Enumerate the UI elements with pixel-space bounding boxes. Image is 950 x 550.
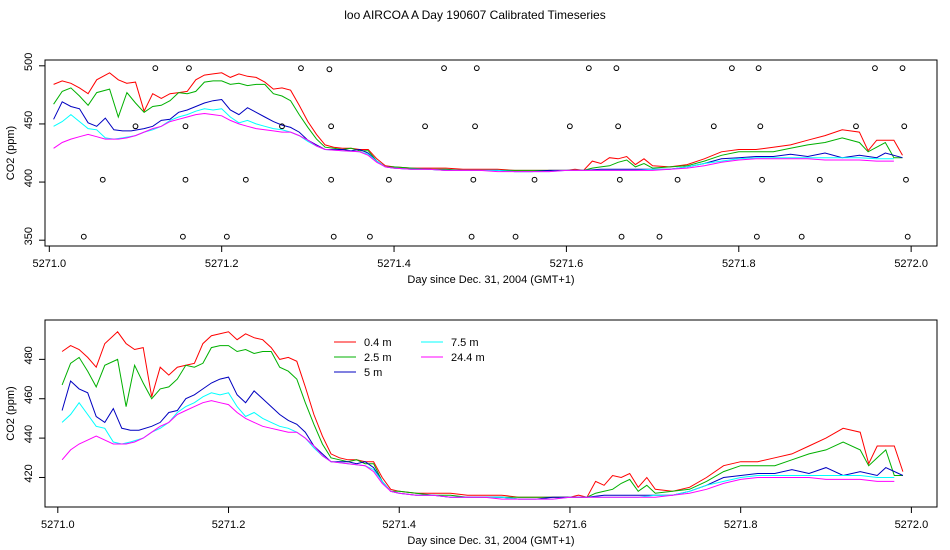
legend-label: 0.4 m bbox=[364, 337, 392, 349]
sample-point bbox=[710, 123, 717, 130]
sample-point bbox=[613, 65, 620, 72]
sample-point bbox=[326, 66, 333, 73]
sample-point bbox=[298, 65, 304, 72]
sample-point bbox=[468, 233, 475, 240]
sample-point bbox=[132, 123, 139, 130]
sample-point bbox=[367, 233, 373, 240]
sample-point bbox=[328, 123, 335, 130]
sample-point bbox=[328, 176, 335, 183]
y-tick-label: 400 bbox=[23, 169, 35, 187]
sample-point bbox=[615, 123, 622, 130]
x-tick-label: 5271.8 bbox=[722, 258, 756, 270]
series-line-24-4-m bbox=[61, 400, 895, 500]
sample-point bbox=[728, 65, 735, 72]
sample-point bbox=[223, 233, 230, 240]
sample-point bbox=[422, 123, 428, 130]
legend-label: 24.4 m bbox=[451, 352, 485, 364]
sample-point bbox=[901, 123, 908, 130]
panel-1: 5271.0 5271.2 5271.4 5271.6 5271.8 5272.0 350 4… bbox=[5, 53, 938, 286]
x-tick-label: 5272.0 bbox=[895, 519, 929, 531]
sample-point bbox=[755, 65, 762, 72]
legend-label: 7.5 m bbox=[451, 337, 479, 349]
y-tick-label: 480 bbox=[23, 346, 35, 364]
sample-point bbox=[618, 233, 625, 240]
x-tick-label: 5272.0 bbox=[894, 258, 928, 270]
sample-point bbox=[242, 176, 249, 183]
chart-title: loo AIRCOA A Day 190607 Calibrated Times… bbox=[344, 8, 606, 22]
plot-frame bbox=[44, 319, 938, 508]
sample-point bbox=[512, 233, 519, 240]
x-tick-label: 5271.0 bbox=[32, 258, 66, 270]
sample-point bbox=[757, 123, 764, 130]
y-tick-label: 500 bbox=[23, 53, 35, 71]
panel-2: 5271.0 5271.2 5271.4 5271.6 5271.8 5272.0 420 4… bbox=[5, 319, 938, 547]
sample-point bbox=[441, 65, 447, 72]
x-tick-label: 5271.6 bbox=[553, 519, 587, 531]
sample-point bbox=[798, 233, 805, 240]
series-line-5-m bbox=[61, 376, 904, 500]
sample-point bbox=[872, 65, 878, 72]
legend-label: 5 m bbox=[364, 367, 382, 379]
y-tick-label: 350 bbox=[23, 227, 35, 245]
sample-point bbox=[566, 123, 573, 130]
y-tick-label: 440 bbox=[23, 425, 35, 443]
series-line-24-4-m bbox=[53, 112, 894, 173]
sample-point bbox=[279, 123, 285, 130]
plot-area bbox=[61, 331, 904, 500]
x-tick-label: 5271.2 bbox=[205, 258, 239, 270]
x-tick-label: 5271.4 bbox=[382, 519, 416, 531]
sample-point bbox=[99, 176, 106, 183]
sample-point bbox=[899, 65, 906, 72]
sample-point bbox=[674, 176, 681, 183]
y-tick-label: 460 bbox=[23, 386, 35, 404]
sample-point bbox=[904, 233, 911, 240]
sample-point bbox=[903, 176, 909, 183]
series-line-0-4-m bbox=[53, 72, 903, 171]
y-tick-label: 420 bbox=[23, 464, 35, 482]
sample-point bbox=[330, 233, 337, 240]
x-tick-label: 5271.6 bbox=[550, 258, 584, 270]
sample-point bbox=[80, 233, 87, 240]
x-tick-label: 5271.8 bbox=[724, 519, 758, 531]
sample-point bbox=[179, 233, 186, 240]
sample-point bbox=[470, 176, 477, 183]
plot-area bbox=[53, 72, 903, 173]
series-line-2-5-m bbox=[53, 80, 903, 171]
x-tick-label: 5271.4 bbox=[377, 258, 411, 270]
series-line-2-5-m bbox=[61, 345, 903, 498]
sample-point bbox=[186, 65, 192, 72]
legend: 0.4 m 2.5 m 5 m 7.5 m 24.4 m bbox=[334, 337, 485, 379]
y-axis-label: CO2 (ppm) bbox=[5, 126, 17, 180]
y-tick-label: 450 bbox=[23, 111, 35, 129]
sample-point bbox=[585, 65, 592, 72]
sample-point bbox=[473, 65, 480, 72]
plot-frame bbox=[44, 59, 938, 247]
sample-point bbox=[182, 176, 189, 183]
x-tick-label: 5271.2 bbox=[212, 519, 246, 531]
x-tick-label: 5271.0 bbox=[41, 519, 75, 531]
series-line-5-m bbox=[53, 98, 903, 173]
sample-point bbox=[152, 65, 159, 72]
series-line-7-5-m bbox=[53, 108, 894, 173]
legend-label: 2.5 m bbox=[364, 352, 392, 364]
sample-point bbox=[616, 176, 623, 183]
sample-point bbox=[656, 233, 663, 240]
x-axis-label: Day since Dec. 31, 2004 (GMT+1) bbox=[407, 274, 574, 286]
series-line-7-5-m bbox=[61, 392, 895, 500]
sample-point bbox=[472, 123, 478, 130]
sample-point bbox=[531, 176, 538, 183]
series-line-0-4-m bbox=[61, 331, 904, 498]
sample-point bbox=[853, 123, 859, 130]
sample-point bbox=[753, 233, 760, 240]
x-axis-label: Day since Dec. 31, 2004 (GMT+1) bbox=[407, 535, 574, 547]
sample-point bbox=[182, 123, 189, 130]
y-axis-label: CO2 (ppm) bbox=[5, 386, 17, 440]
sample-point bbox=[816, 176, 823, 183]
sample-point bbox=[385, 176, 392, 183]
sample-point bbox=[759, 176, 765, 183]
